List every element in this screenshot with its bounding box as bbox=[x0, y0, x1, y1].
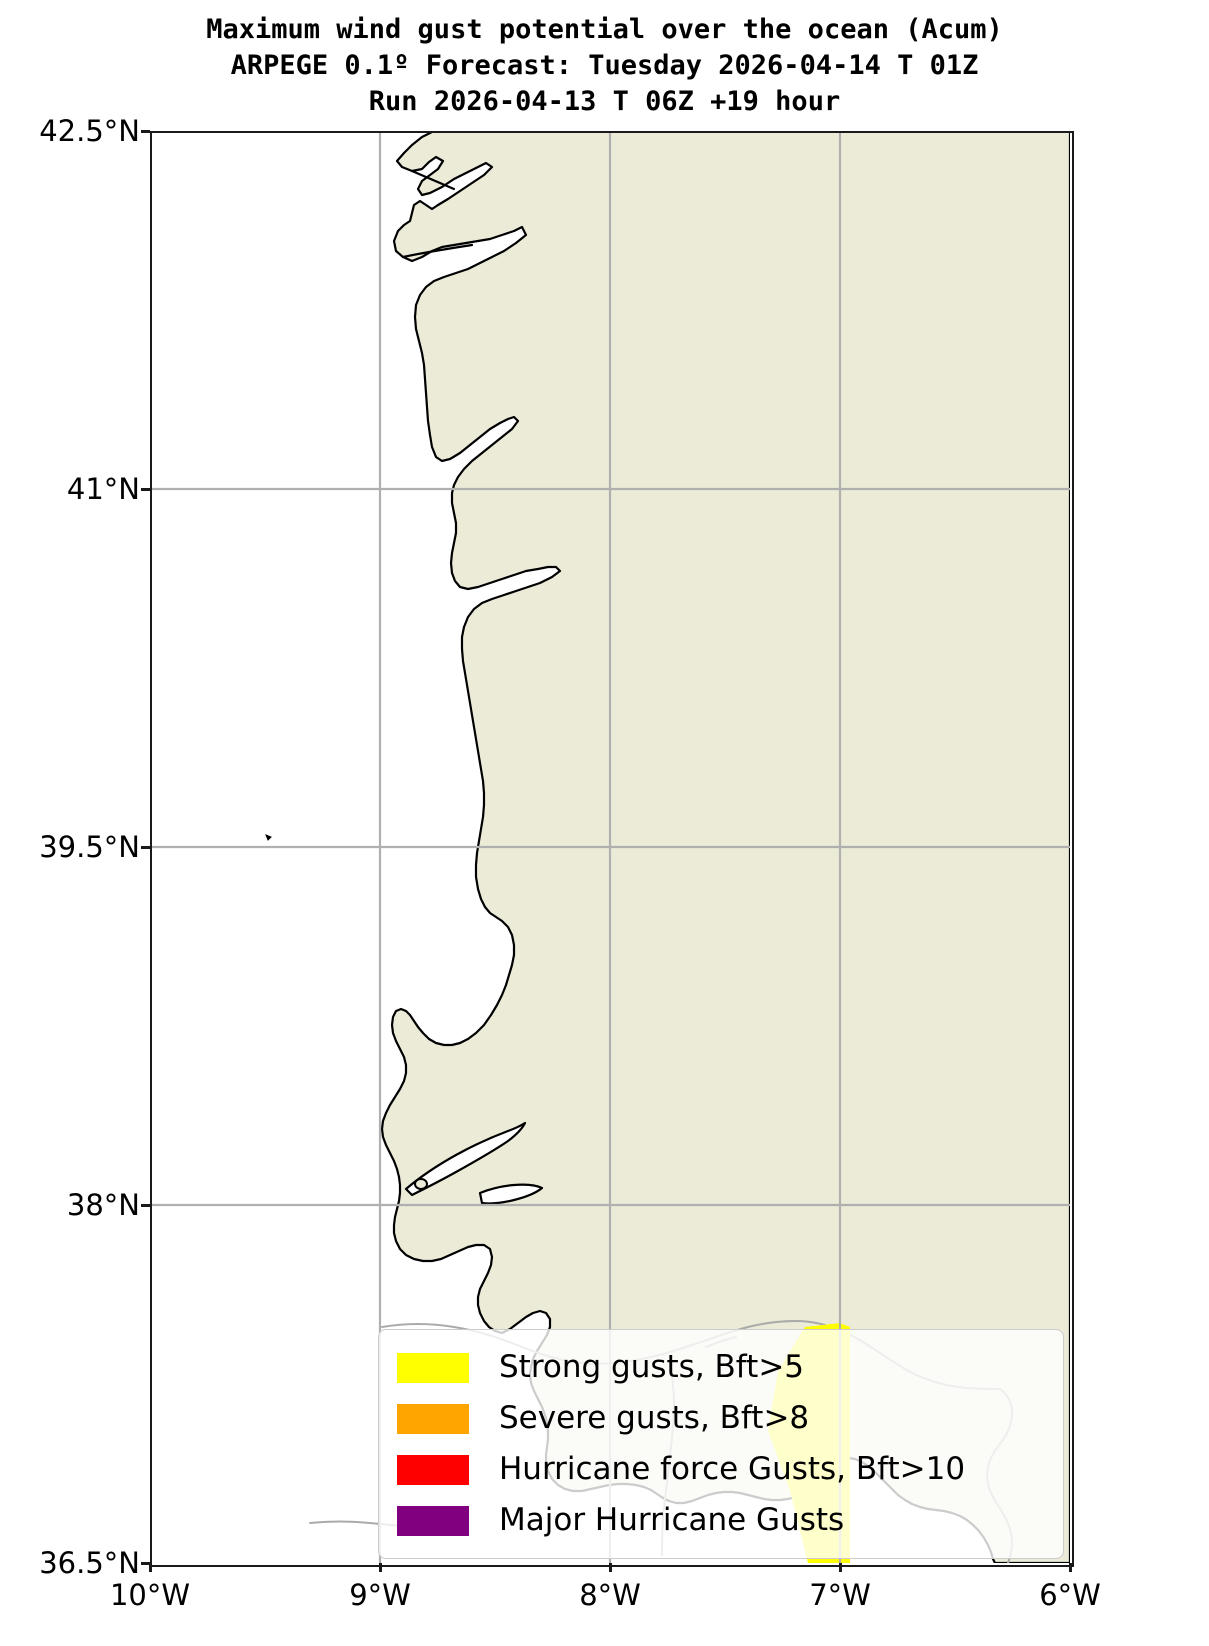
galicia-ria-inlet-1 bbox=[410, 169, 456, 191]
map-legend: Strong gusts, Bft>5 Severe gusts, Bft>8 … bbox=[378, 1329, 1064, 1559]
chart-title: Maximum wind gust potential over the oce… bbox=[0, 12, 1209, 120]
xtick-mark-9w bbox=[379, 1563, 382, 1572]
legend-label-hurricane-force-gusts: Hurricane force Gusts, Bft>10 bbox=[499, 1451, 966, 1487]
ytick-label-36-5n: 36.5°N bbox=[39, 1546, 140, 1580]
map-plot-area[interactable] bbox=[150, 131, 1070, 1563]
legend-label-severe-gusts: Severe gusts, Bft>8 bbox=[499, 1400, 810, 1436]
legend-item-strong-gusts: Strong gusts, Bft>5 bbox=[397, 1342, 1047, 1393]
ytick-mark-39-5n bbox=[141, 846, 150, 849]
legend-swatch-major-hurricane-gusts bbox=[397, 1505, 469, 1536]
tagus-estuary bbox=[404, 1121, 527, 1197]
xtick-label-6w: 6°W bbox=[1039, 1578, 1101, 1612]
legend-label-major-hurricane-gusts: Major Hurricane Gusts bbox=[499, 1502, 845, 1538]
ytick-mark-41n bbox=[141, 488, 150, 491]
title-line-2: ARPEGE 0.1º Forecast: Tuesday 2026-04-14… bbox=[230, 50, 979, 81]
ytick-mark-36-5n bbox=[141, 1562, 150, 1565]
tagus-lagoon bbox=[414, 1178, 428, 1190]
map-canvas bbox=[150, 131, 1070, 1563]
xtick-label-7w: 7°W bbox=[809, 1578, 871, 1612]
ytick-label-38n: 38°N bbox=[66, 1188, 140, 1222]
xtick-mark-6w bbox=[1069, 1563, 1072, 1572]
xtick-label-8w: 8°W bbox=[579, 1578, 641, 1612]
map-gridlines bbox=[150, 131, 1070, 1563]
ytick-mark-42-5n bbox=[141, 130, 150, 133]
legend-swatch-severe-gusts bbox=[397, 1403, 469, 1434]
ytick-mark-38n bbox=[141, 1204, 150, 1207]
ytick-label-39-5n: 39.5°N bbox=[39, 830, 140, 864]
legend-swatch-hurricane-force-gusts bbox=[397, 1454, 469, 1485]
title-line-3: Run 2026-04-13 T 06Z +19 hour bbox=[368, 86, 841, 117]
berlengas-island bbox=[265, 834, 272, 841]
xtick-mark-10w bbox=[149, 1563, 152, 1572]
legend-item-major-hurricane-gusts: Major Hurricane Gusts bbox=[397, 1495, 1047, 1546]
title-line-1: Maximum wind gust potential over the oce… bbox=[206, 14, 1003, 45]
xtick-mark-7w bbox=[839, 1563, 842, 1572]
xtick-label-10w: 10°W bbox=[109, 1578, 191, 1612]
legend-item-hurricane-force-gusts: Hurricane force Gusts, Bft>10 bbox=[397, 1444, 1047, 1495]
xtick-label-9w: 9°W bbox=[349, 1578, 411, 1612]
legend-label-strong-gusts: Strong gusts, Bft>5 bbox=[499, 1349, 805, 1385]
ytick-label-42-5n: 42.5°N bbox=[39, 114, 140, 148]
ytick-label-41n: 41°N bbox=[66, 472, 140, 506]
xtick-mark-8w bbox=[609, 1563, 612, 1572]
galicia-ria-inlet-2 bbox=[401, 243, 474, 259]
sado-estuary bbox=[478, 1183, 544, 1205]
legend-swatch-strong-gusts bbox=[397, 1352, 469, 1383]
legend-item-severe-gusts: Severe gusts, Bft>8 bbox=[397, 1393, 1047, 1444]
